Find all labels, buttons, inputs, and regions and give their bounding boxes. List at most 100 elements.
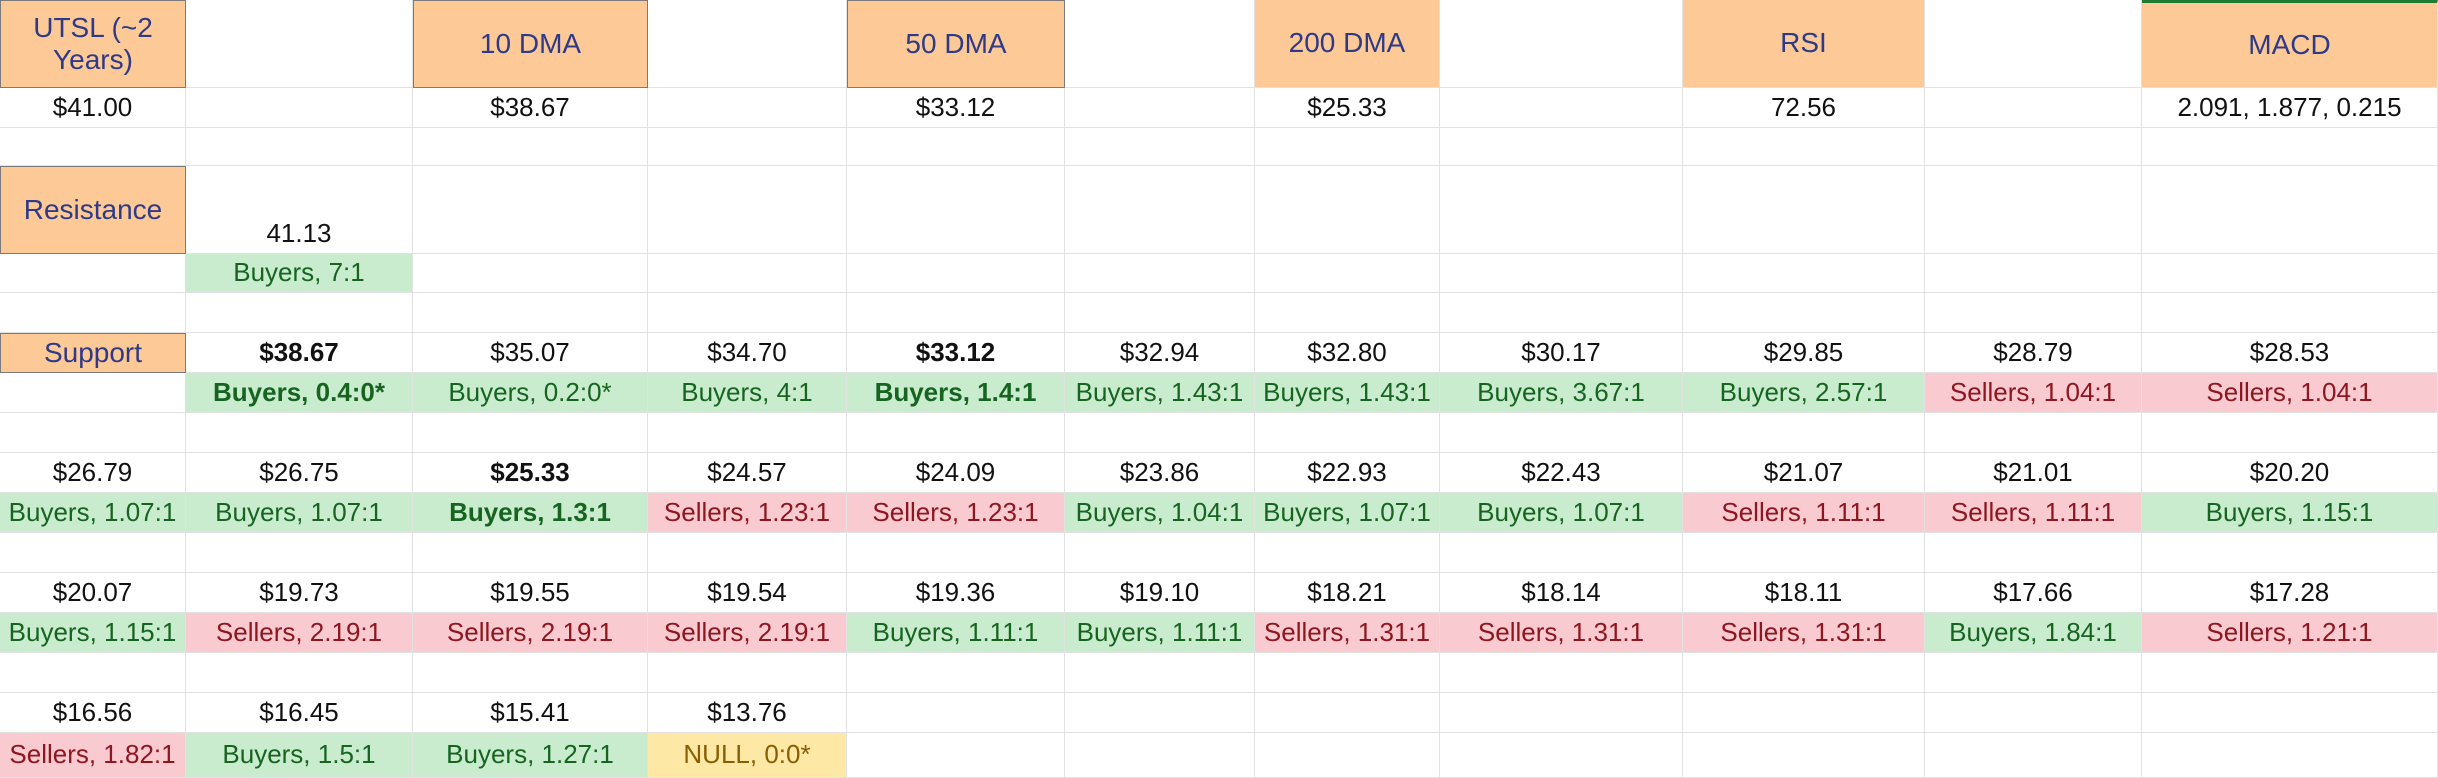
support-ratio[interactable]: Buyers, 1.5:1 — [186, 733, 413, 778]
grid-cell[interactable] — [1683, 254, 1925, 293]
support-ratio[interactable]: Sellers, 2.19:1 — [648, 613, 847, 653]
grid-cell[interactable] — [648, 533, 847, 573]
grid-cell[interactable] — [1440, 413, 1683, 453]
support-ratio[interactable]: Buyers, 1.07:1 — [0, 493, 186, 533]
grid-cell[interactable] — [2142, 533, 2438, 573]
support-ratio[interactable]: Buyers, 1.84:1 — [1925, 613, 2142, 653]
support-price[interactable]: $35.07 — [413, 333, 648, 373]
dma50-value[interactable]: $33.12 — [847, 88, 1065, 128]
grid-cell[interactable] — [1683, 166, 1925, 254]
grid-cell[interactable] — [186, 533, 413, 573]
grid-cell[interactable] — [648, 128, 847, 166]
grid-cell[interactable] — [1065, 0, 1255, 88]
support-price[interactable]: $20.07 — [0, 573, 186, 613]
grid-cell[interactable] — [648, 653, 847, 693]
grid-cell[interactable] — [847, 166, 1065, 254]
rsi-value[interactable]: 72.56 — [1683, 88, 1925, 128]
grid-cell[interactable] — [648, 166, 847, 254]
support-ratio[interactable]: Sellers, 1.04:1 — [2142, 373, 2438, 413]
grid-cell[interactable] — [648, 293, 847, 333]
grid-cell[interactable] — [847, 653, 1065, 693]
support-price[interactable]: $19.36 — [847, 573, 1065, 613]
grid-cell[interactable] — [1065, 254, 1255, 293]
support-ratio[interactable]: Sellers, 1.11:1 — [1925, 493, 2142, 533]
support-price[interactable]: $19.73 — [186, 573, 413, 613]
support-ratio[interactable]: Buyers, 1.15:1 — [2142, 493, 2438, 533]
support-price[interactable]: $26.75 — [186, 453, 413, 493]
grid-cell[interactable] — [1683, 653, 1925, 693]
support-ratio[interactable]: Buyers, 0.2:0* — [413, 373, 648, 413]
support-price[interactable]: $24.09 — [847, 453, 1065, 493]
support-ratio[interactable]: Sellers, 1.31:1 — [1440, 613, 1683, 653]
grid-cell[interactable] — [186, 88, 413, 128]
grid-cell[interactable] — [1925, 88, 2142, 128]
support-ratio[interactable]: Sellers, 1.21:1 — [2142, 613, 2438, 653]
grid-cell[interactable] — [847, 293, 1065, 333]
support-price[interactable]: $15.41 — [413, 693, 648, 733]
support-ratio[interactable]: Buyers, 1.43:1 — [1255, 373, 1440, 413]
grid-cell[interactable] — [1255, 166, 1440, 254]
grid-cell[interactable] — [1925, 0, 2142, 88]
support-price[interactable]: $23.86 — [1065, 453, 1255, 493]
grid-cell[interactable] — [186, 653, 413, 693]
support-price[interactable]: $22.43 — [1440, 453, 1683, 493]
grid-cell[interactable] — [1683, 413, 1925, 453]
support-price[interactable]: $33.12 — [847, 333, 1065, 373]
grid-cell[interactable] — [1683, 733, 1925, 778]
support-price[interactable]: $18.21 — [1255, 573, 1440, 613]
support-ratio[interactable]: Buyers, 2.57:1 — [1683, 373, 1925, 413]
support-price[interactable]: $26.79 — [0, 453, 186, 493]
support-ratio[interactable]: Buyers, 1.07:1 — [186, 493, 413, 533]
grid-cell[interactable] — [1683, 128, 1925, 166]
grid-cell[interactable] — [2142, 128, 2438, 166]
grid-cell[interactable] — [1440, 128, 1683, 166]
grid-cell[interactable] — [186, 0, 413, 88]
support-ratio[interactable]: Buyers, 1.43:1 — [1065, 373, 1255, 413]
grid-cell[interactable] — [413, 413, 648, 453]
grid-cell[interactable] — [1065, 293, 1255, 333]
grid-cell[interactable] — [1440, 733, 1683, 778]
grid-cell[interactable] — [648, 0, 847, 88]
grid-cell[interactable] — [413, 166, 648, 254]
support-ratio[interactable]: Buyers, 4:1 — [648, 373, 847, 413]
header-200dma[interactable]: 200 DMA — [1255, 0, 1440, 88]
grid-cell[interactable] — [1440, 693, 1683, 733]
dma10-value[interactable]: $38.67 — [413, 88, 648, 128]
grid-cell[interactable] — [1065, 166, 1255, 254]
support-ratio[interactable]: Buyers, 1.15:1 — [0, 613, 186, 653]
grid-cell[interactable] — [1440, 653, 1683, 693]
grid-cell[interactable] — [1065, 128, 1255, 166]
support-price[interactable]: $19.54 — [648, 573, 847, 613]
support-ratio[interactable]: Sellers, 1.82:1 — [0, 733, 186, 778]
support-label[interactable]: Support — [0, 333, 186, 373]
support-ratio[interactable]: Sellers, 2.19:1 — [413, 613, 648, 653]
grid-cell[interactable] — [1065, 413, 1255, 453]
grid-cell[interactable] — [186, 128, 413, 166]
header-rsi[interactable]: RSI — [1683, 0, 1925, 88]
grid-cell[interactable] — [1255, 293, 1440, 333]
grid-cell[interactable] — [2142, 653, 2438, 693]
support-price[interactable]: $18.11 — [1683, 573, 1925, 613]
grid-cell[interactable] — [413, 653, 648, 693]
grid-cell[interactable] — [648, 413, 847, 453]
support-price[interactable]: $34.70 — [648, 333, 847, 373]
support-price[interactable]: $30.17 — [1440, 333, 1683, 373]
grid-cell[interactable] — [1255, 413, 1440, 453]
grid-cell[interactable] — [0, 128, 186, 166]
support-ratio[interactable]: Sellers, 1.31:1 — [1255, 613, 1440, 653]
grid-cell[interactable] — [2142, 693, 2438, 733]
grid-cell[interactable] — [2142, 413, 2438, 453]
resistance-ratio[interactable]: Buyers, 7:1 — [186, 254, 413, 293]
support-ratio[interactable]: Sellers, 1.23:1 — [847, 493, 1065, 533]
support-price[interactable]: $25.33 — [413, 453, 648, 493]
support-ratio[interactable]: Buyers, 1.3:1 — [413, 493, 648, 533]
grid-cell[interactable] — [1255, 653, 1440, 693]
support-ratio[interactable]: NULL, 0:0* — [648, 733, 847, 778]
header-50dma[interactable]: 50 DMA — [847, 0, 1065, 88]
grid-cell[interactable] — [1683, 533, 1925, 573]
grid-cell[interactable] — [0, 373, 186, 413]
support-price[interactable]: $22.93 — [1255, 453, 1440, 493]
grid-cell[interactable] — [1925, 166, 2142, 254]
support-price[interactable]: $21.01 — [1925, 453, 2142, 493]
support-ratio[interactable]: Sellers, 1.31:1 — [1683, 613, 1925, 653]
